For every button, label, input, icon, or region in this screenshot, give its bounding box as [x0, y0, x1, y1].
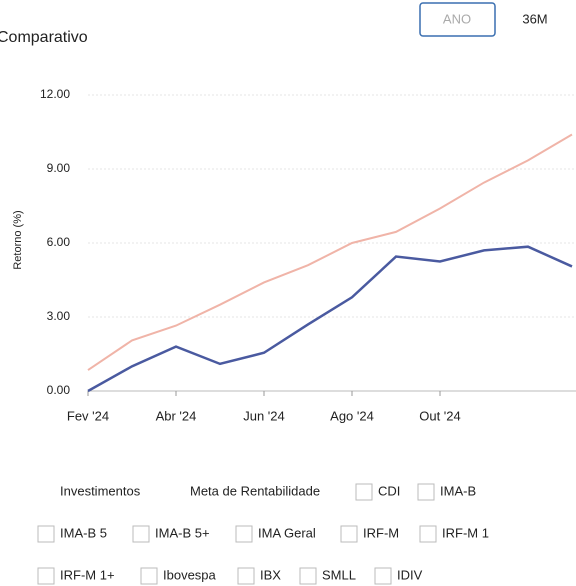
checkbox-label[interactable]: CDI — [378, 483, 400, 498]
checkbox-label[interactable]: IRF-M 1+ — [60, 567, 115, 582]
legend-item[interactable]: Meta de Rentabilidade — [190, 483, 320, 498]
checkbox-label[interactable]: IMA-B 5+ — [155, 525, 210, 540]
checkbox[interactable] — [340, 525, 358, 543]
checkbox[interactable] — [374, 567, 392, 585]
checkbox-label[interactable]: Ibovespa — [163, 567, 217, 582]
checkbox[interactable] — [355, 483, 373, 501]
x-tick-label: Out '24 — [419, 408, 461, 423]
chart-title: Comparativo — [0, 29, 88, 46]
checkbox[interactable] — [237, 567, 255, 585]
checkbox-label[interactable]: IMA-B — [440, 483, 476, 498]
y-axis-label: Retorno (%) — [12, 210, 24, 269]
y-tick-label: 0.00 — [47, 383, 71, 397]
button-label[interactable]: 36M — [522, 11, 547, 26]
checkbox[interactable] — [299, 567, 317, 585]
y-tick-label: 9.00 — [47, 161, 71, 175]
x-tick-label: Fev '24 — [67, 408, 109, 423]
button-label[interactable]: ANO — [443, 11, 471, 26]
x-tick-label: Jun '24 — [243, 408, 285, 423]
checkbox-label[interactable]: IRF-M 1 — [442, 525, 489, 540]
checkbox-label[interactable]: IMA Geral — [258, 525, 316, 540]
x-tick-label: Abr '24 — [156, 408, 197, 423]
checkbox[interactable] — [417, 483, 435, 501]
checkbox-label[interactable]: IDIV — [397, 567, 423, 582]
y-tick-label: 3.00 — [47, 309, 71, 323]
y-tick-label: 6.00 — [47, 235, 71, 249]
y-tick-label: 12.00 — [40, 87, 70, 101]
button[interactable] — [419, 2, 496, 37]
checkbox-label[interactable]: IMA-B 5 — [60, 525, 107, 540]
legend-item[interactable]: Investimentos — [60, 483, 141, 498]
checkbox-label[interactable]: IBX — [260, 567, 281, 582]
checkbox[interactable] — [132, 525, 150, 543]
data-line — [87, 245, 573, 393]
checkbox[interactable] — [37, 567, 55, 585]
checkbox-label[interactable]: SMLL — [322, 567, 356, 582]
button[interactable] — [498, 3, 572, 36]
x-tick-label: Ago '24 — [330, 408, 374, 423]
checkbox-label[interactable]: IRF-M — [363, 525, 399, 540]
checkbox[interactable] — [140, 567, 158, 585]
checkbox[interactable] — [37, 525, 55, 543]
checkbox[interactable] — [235, 525, 253, 543]
checkbox[interactable] — [419, 525, 437, 543]
data-line — [87, 133, 573, 371]
